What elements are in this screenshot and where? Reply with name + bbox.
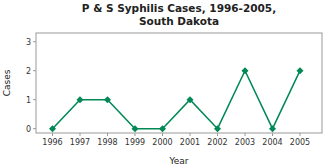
plot-area <box>49 67 304 132</box>
y-tick-label: 3 <box>26 38 31 47</box>
y-tick <box>33 41 36 42</box>
x-tick-label: 2004 <box>262 138 282 147</box>
line <box>53 71 301 129</box>
x-tick-label: 1997 <box>70 138 90 147</box>
marker <box>159 125 166 132</box>
x-tick <box>300 133 301 136</box>
x-tick <box>80 133 81 136</box>
marker <box>242 67 249 74</box>
x-tick-label: 2002 <box>207 138 227 147</box>
marker <box>297 67 304 74</box>
x-tick-label: 1996 <box>42 138 62 147</box>
x-tick-label: 1999 <box>125 138 145 147</box>
x-tick-label: 2003 <box>235 138 255 147</box>
x-tick <box>107 133 108 136</box>
x-tick-label: 2001 <box>180 138 200 147</box>
y-tick <box>33 128 36 129</box>
y-tick-label: 1 <box>26 96 31 105</box>
marker <box>77 96 84 103</box>
y-axis-label: Cases <box>2 69 12 96</box>
x-tick-label: 2000 <box>152 138 172 147</box>
x-tick <box>217 133 218 136</box>
plot-frame <box>36 33 322 133</box>
marker <box>187 96 194 103</box>
y-tick-label: 0 <box>26 125 31 134</box>
x-tick <box>190 133 191 136</box>
x-tick <box>162 133 163 136</box>
x-tick <box>135 133 136 136</box>
marker <box>269 125 276 132</box>
y-tick <box>33 70 36 71</box>
marker <box>214 125 221 132</box>
y-tick <box>33 99 36 100</box>
marker <box>49 125 56 132</box>
title-line: South Dakota <box>139 15 219 27</box>
chart: P & S Syphilis Cases, 1996-2005,South Da… <box>0 0 331 167</box>
x-tick-label: 2005 <box>290 138 310 147</box>
x-tick <box>245 133 246 136</box>
y-tick-label: 2 <box>26 67 31 76</box>
x-tick-label: 1998 <box>97 138 117 147</box>
x-axis-label: Year <box>168 156 188 166</box>
title-line: P & S Syphilis Cases, 1996-2005, <box>82 2 276 14</box>
title: P & S Syphilis Cases, 1996-2005,South Da… <box>82 2 276 27</box>
marker <box>104 96 111 103</box>
marker <box>132 125 139 132</box>
x-tick <box>272 133 273 136</box>
x-tick <box>52 133 53 136</box>
